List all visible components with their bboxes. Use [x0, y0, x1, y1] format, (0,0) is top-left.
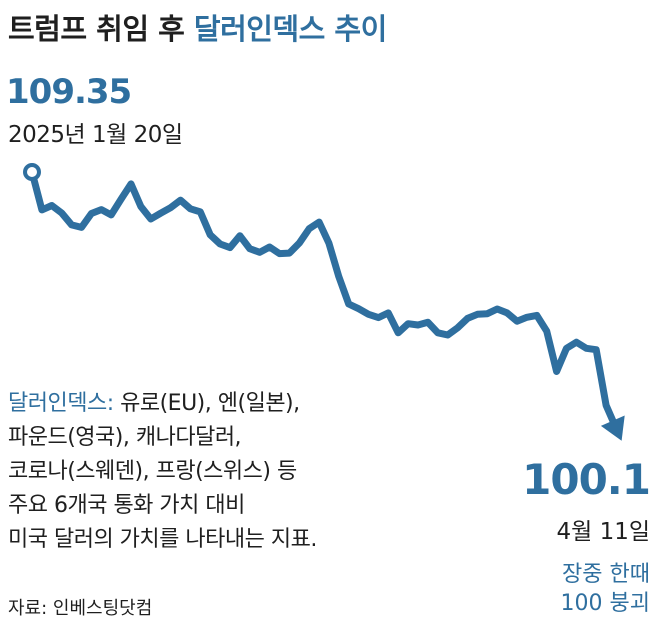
desc-line-4: 주요 6개국 통화 가치 대비: [8, 493, 245, 518]
end-arrow: [600, 415, 625, 441]
start-date-label: 2025년 1월 20일: [8, 122, 183, 148]
end-value-label: 100.1: [522, 455, 651, 504]
desc-line1-text: 유로(EU), 엔(일본),: [113, 391, 300, 416]
end-note: 장중 한때 100 붕괴: [561, 560, 650, 618]
desc-line-1: 달러인덱스: 유로(EU), 엔(일본),: [8, 387, 317, 421]
end-note-line2: 100 붕괴: [560, 591, 650, 616]
source-note: 자료: 인베스팅닷컴: [8, 598, 153, 619]
end-date-label: 4월 11일: [556, 519, 650, 545]
start-marker: [23, 163, 41, 181]
title-accent: 달러인덱스 추이: [193, 12, 387, 46]
desc-line-3: 코로나(스웨덴), 프랑(스위스) 등: [8, 459, 297, 484]
desc-label: 달러인덱스:: [8, 391, 114, 416]
title-prefix: 트럼프 취임 후: [8, 12, 185, 46]
start-value-label: 109.35: [6, 72, 132, 112]
chart-title: 트럼프 취임 후 달러인덱스 추이: [8, 6, 387, 48]
desc-line-5: 미국 달러의 가치를 나타내는 지표.: [8, 527, 317, 552]
series-line: [28, 168, 620, 432]
index-description: 달러인덱스: 유로(EU), 엔(일본), 파운드(영국), 캐나다달러, 코로…: [8, 387, 317, 557]
desc-line-2: 파운드(영국), 캐나다달러,: [8, 425, 242, 450]
end-note-line1: 장중 한때: [562, 562, 650, 587]
